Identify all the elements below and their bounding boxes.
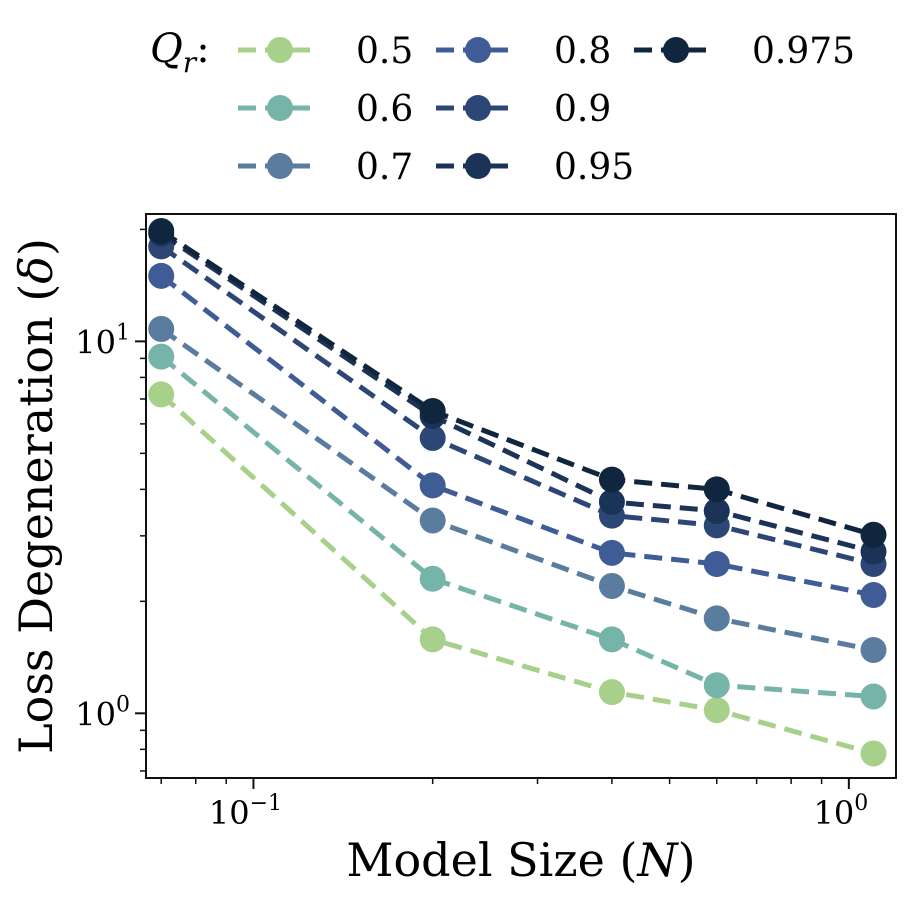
x-tick-label-1: 100 [813,791,868,832]
series-0.8 [148,262,887,609]
y-axis-label: Loss Degeneration (δ) [9,238,63,754]
series-0.6 [148,343,887,710]
data-point [148,315,175,342]
legend-marker [465,37,491,63]
legend-label: 0.975 [752,31,855,72]
data-point [703,497,730,524]
minor-ticks [140,228,823,784]
legend-item-0.9: 0.9 [436,89,611,130]
legend-label: 0.7 [356,147,413,188]
legend-marker [465,153,491,179]
y-axis-label-text: Loss Degeneration ( [9,284,63,754]
legend-item-0.6: 0.6 [238,89,413,130]
legend-title: Qr: [150,26,210,79]
legend-marker [663,37,689,63]
data-point [419,565,446,592]
data-point [703,672,730,699]
legend-label: 0.6 [356,89,413,130]
data-point [703,476,730,503]
plot-frame [145,213,897,779]
y-axis-label-close: ) [9,238,63,256]
legend-items: 0.5 0.6 0.7 0.8 0.9 0.95 0.975 [238,31,855,188]
data-point [860,683,887,710]
data-point [419,424,446,451]
series-line-0.6 [159,354,874,699]
data-point [419,507,446,534]
legend-label: 0.8 [554,31,611,72]
legend-item-0.8: 0.8 [436,31,611,72]
data-point [598,466,625,493]
x-axis-label-close: ) [678,833,696,887]
series-0.975 [148,218,887,548]
data-point [860,521,887,548]
data-point [860,636,887,663]
legend-title-var: Q [150,26,183,72]
x-axis-label: Model Size (N) [346,833,695,887]
legend-label: 0.5 [356,31,413,72]
legend-label: 0.95 [554,147,634,188]
data-point [419,397,446,424]
legend-marker [267,95,293,121]
legend: Qr: 0.5 0.6 0.7 0.8 0.9 0.95 0.975 [150,26,855,188]
y-tick-label-1: 101 [75,320,130,361]
major-ticks: 10−1 100 100 101 [75,320,868,832]
series-line-0.8 [159,273,874,598]
series-0.95 [148,220,887,565]
data-point [598,488,625,515]
legend-item-0.95: 0.95 [436,147,634,188]
data-point [419,626,446,653]
y-axis-label-var: δ [9,256,63,284]
legend-title-sub: r [183,46,198,79]
data-point [703,605,730,632]
legend-marker [267,37,293,63]
data-point [148,343,175,370]
data-point [703,551,730,578]
x-axis-label-var: N [636,833,679,887]
legend-label: 0.9 [554,89,611,130]
x-axis-label-text: Model Size ( [346,833,637,887]
data-point [148,218,175,245]
data-point [860,582,887,609]
data-point [598,626,625,653]
data-point [148,262,175,289]
series-layer [148,218,887,767]
x-tick-label-0: 10−1 [209,791,282,832]
legend-item-0.5: 0.5 [238,31,413,72]
legend-marker [267,153,293,179]
legend-marker [465,95,491,121]
y-tick-label-0: 100 [75,692,130,733]
data-point [419,472,446,499]
data-point [598,679,625,706]
series-line-0.95 [159,231,875,555]
series-0.5 [148,381,887,767]
data-point [598,572,625,599]
legend-item-0.7: 0.7 [238,147,413,188]
legend-title-colon: : [196,26,209,72]
legend-item-0.975: 0.975 [634,31,855,72]
series-0.7 [148,315,887,663]
data-point [703,697,730,724]
data-point [148,381,175,408]
data-point [598,539,625,566]
data-point [860,740,887,767]
